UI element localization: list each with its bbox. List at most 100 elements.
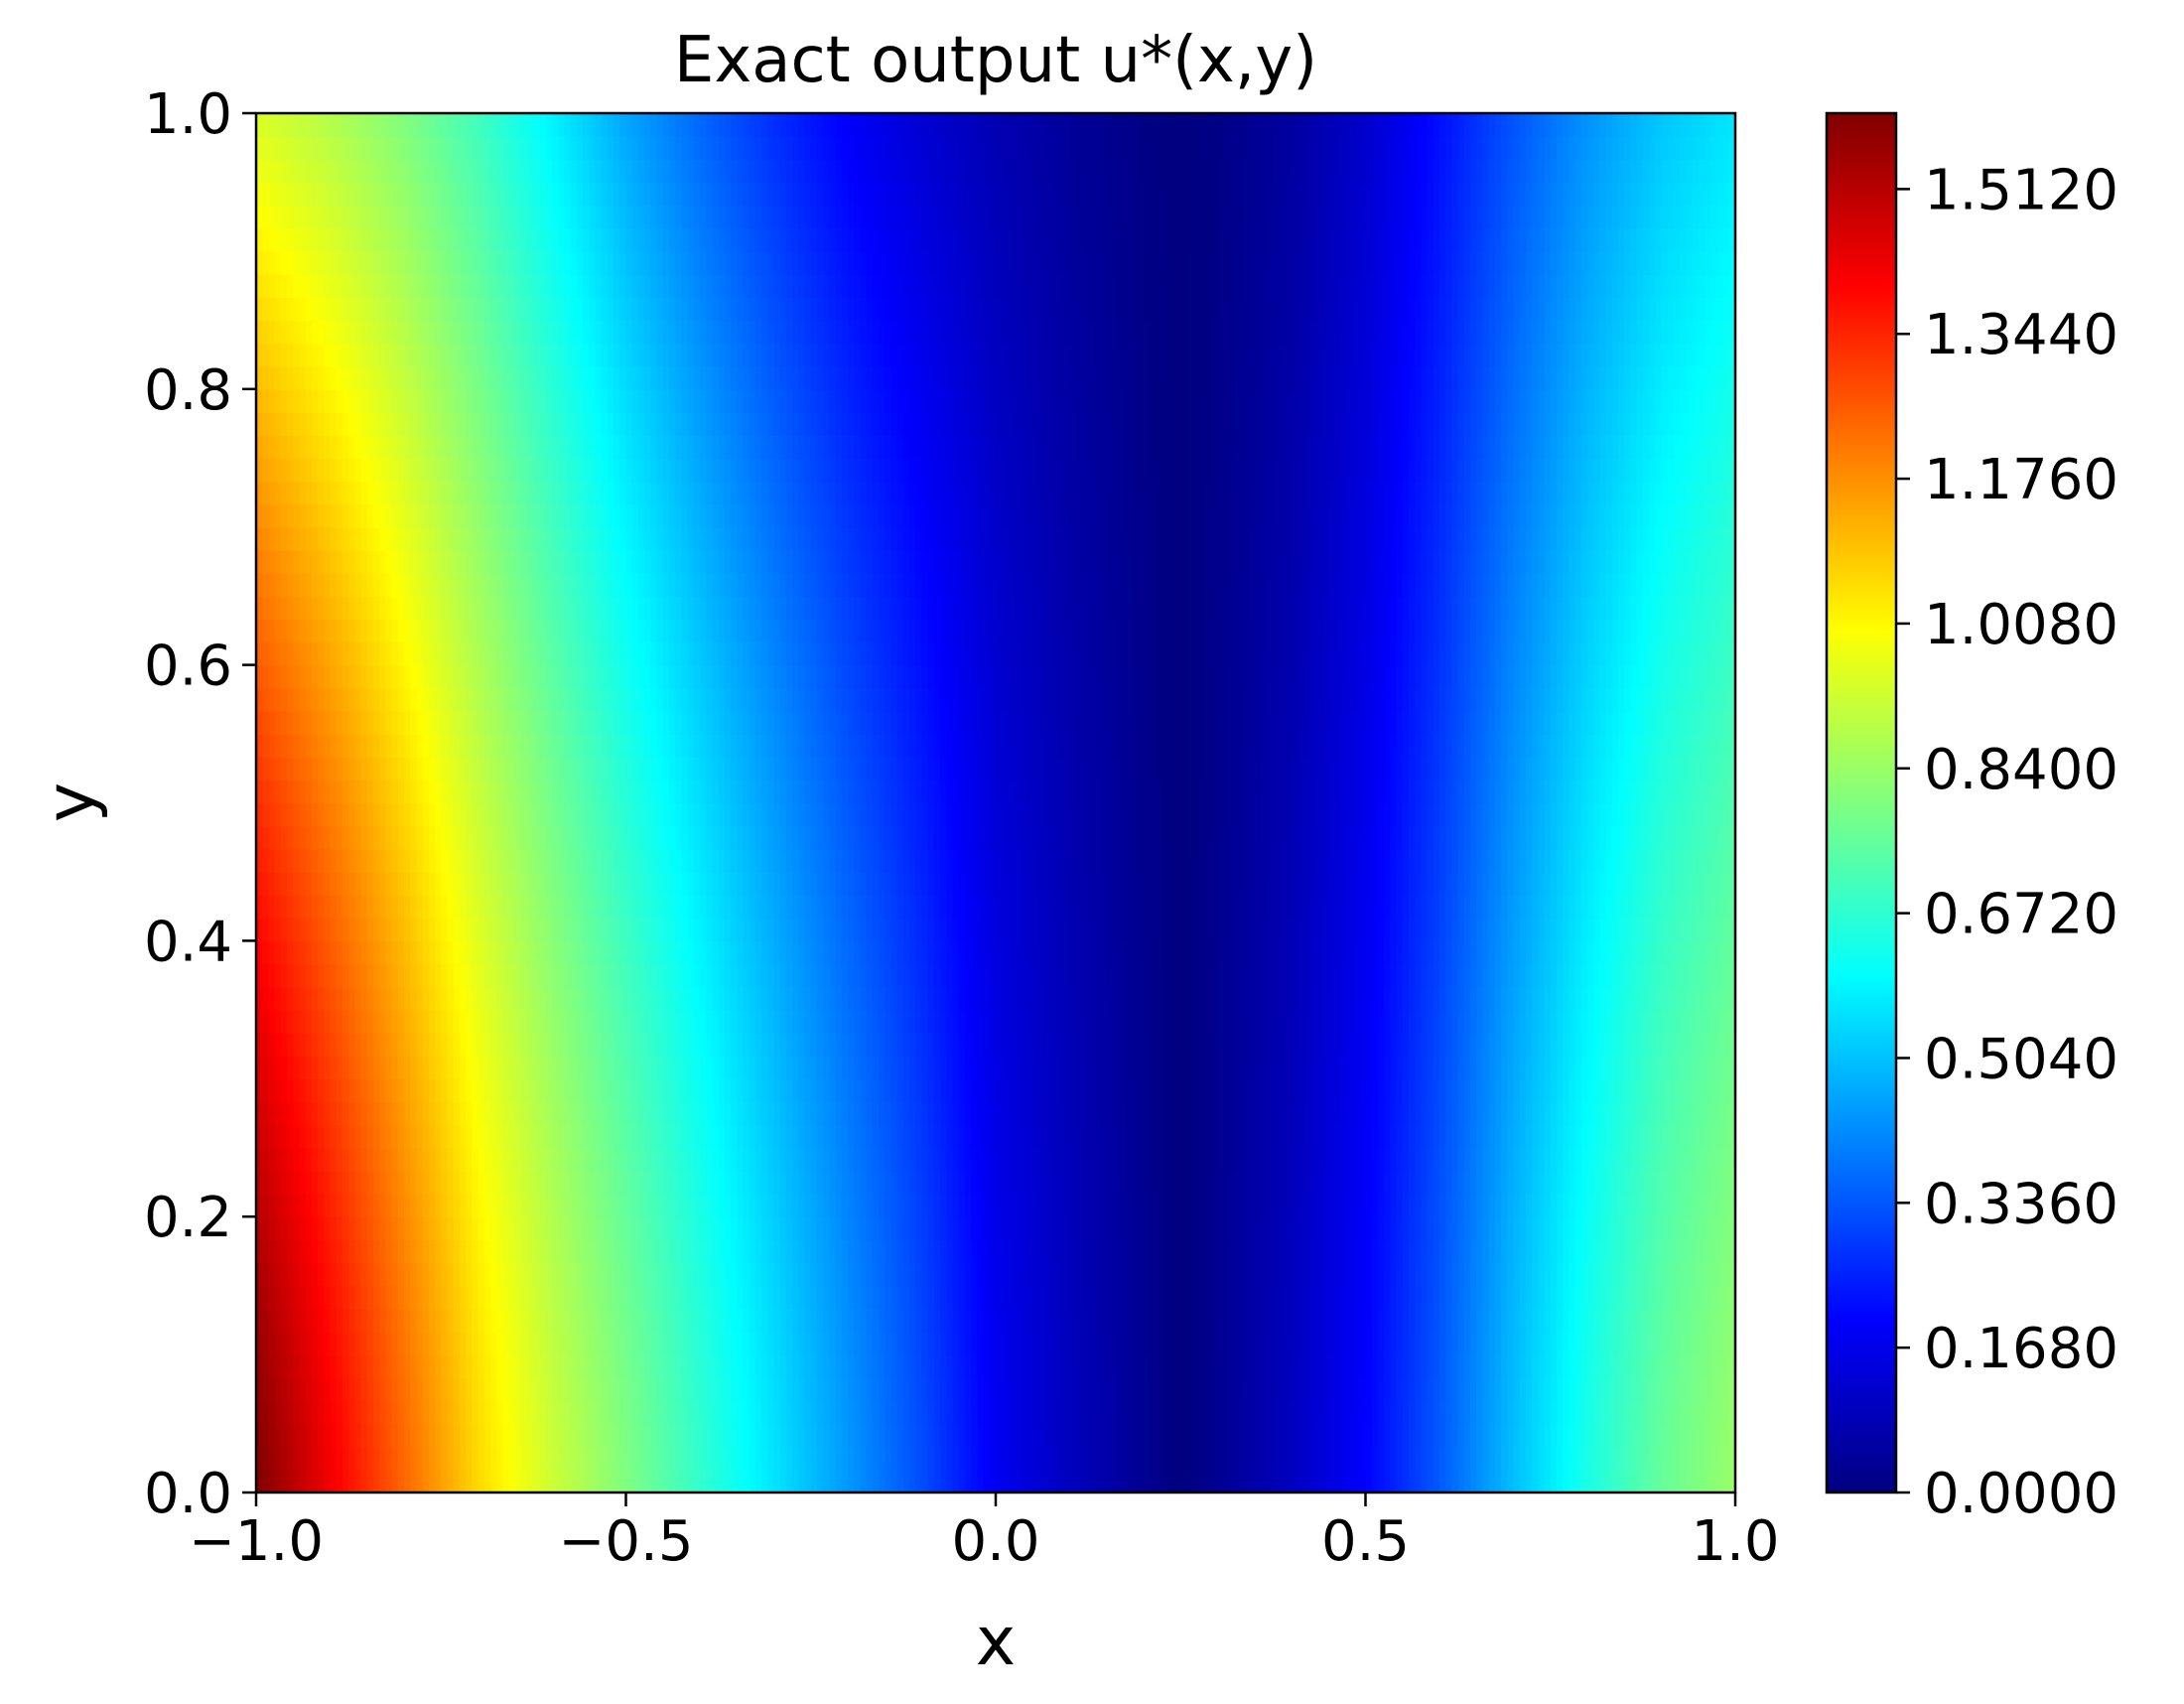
heatmap-cell (675, 1446, 683, 1471)
heatmap-cell (1556, 1194, 1564, 1217)
heatmap-cell (1550, 1170, 1558, 1195)
heatmap-cell (1315, 1194, 1323, 1217)
heatmap-cell (996, 1446, 1004, 1471)
heatmap-cell (724, 1377, 732, 1402)
heatmap-cell (1125, 1285, 1133, 1310)
heatmap-cell (607, 1331, 614, 1355)
heatmap-cell (1088, 1400, 1096, 1425)
heatmap-cell (879, 1308, 887, 1333)
heatmap-cell (1254, 1285, 1262, 1310)
heatmap-cell (589, 1009, 597, 1034)
heatmap-cell (1421, 1400, 1429, 1425)
heatmap-cell (1463, 1377, 1471, 1402)
heatmap-cell (1008, 1101, 1016, 1126)
heatmap-cell (1457, 1078, 1465, 1103)
heatmap-cell (1371, 1285, 1379, 1310)
heatmap-cell (1618, 1285, 1626, 1310)
heatmap-cell (816, 1216, 824, 1241)
heatmap-cell (804, 1423, 812, 1448)
heatmap-cell (700, 1033, 708, 1057)
heatmap-cell (927, 1056, 935, 1080)
heatmap-cell (1494, 1285, 1502, 1310)
heatmap-cell (1044, 1285, 1052, 1310)
heatmap-cell (1223, 1009, 1231, 1034)
heatmap-cell (379, 1331, 387, 1355)
heatmap-cell (996, 1377, 1004, 1402)
heatmap-cell (1482, 1056, 1490, 1080)
heatmap-cell (712, 1354, 720, 1379)
heatmap-cell (737, 1216, 745, 1241)
heatmap-cell (1057, 1285, 1065, 1310)
heatmap-cell (1587, 1423, 1595, 1448)
heatmap-cell (1119, 1009, 1127, 1034)
heatmap-cell (1692, 1101, 1700, 1126)
heatmap-cell (1513, 1308, 1521, 1333)
heatmap-cell (996, 1194, 1004, 1217)
heatmap-cell (1340, 1239, 1348, 1264)
heatmap-cell (472, 1331, 479, 1355)
heatmap-cell (1205, 1446, 1213, 1471)
heatmap-cell (466, 1078, 474, 1103)
heatmap-cell (1476, 1400, 1484, 1425)
heatmap-cell (1710, 1285, 1718, 1310)
heatmap-cell (1574, 1239, 1582, 1264)
heatmap-cell (1556, 1469, 1564, 1493)
heatmap-cell (1309, 1331, 1317, 1355)
heatmap-cell (1427, 1033, 1434, 1057)
heatmap-cell (1433, 1170, 1440, 1195)
heatmap-cell (583, 1285, 591, 1310)
heatmap-cell (1106, 1469, 1114, 1493)
heatmap-cell (1014, 1147, 1022, 1172)
heatmap-cell (909, 1194, 917, 1217)
heatmap-cell (1661, 1446, 1669, 1471)
heatmap-cell (1069, 1308, 1077, 1333)
heatmap-cell (280, 1239, 288, 1264)
heatmap-cell (989, 1331, 997, 1355)
heatmap-cell (1624, 1331, 1632, 1355)
heatmap-cell (489, 1147, 497, 1172)
heatmap-cell (1716, 1400, 1724, 1425)
heatmap-cell (662, 1147, 670, 1172)
heatmap-cell (360, 1056, 368, 1080)
heatmap-cell (1050, 1056, 1058, 1080)
heatmap-cell (1384, 1009, 1392, 1034)
heatmap-cell (1014, 1423, 1022, 1448)
heatmap-cell (749, 1101, 756, 1126)
heatmap-cell (841, 1101, 849, 1126)
heatmap-cell (1144, 1285, 1152, 1310)
heatmap-cell (1525, 1124, 1533, 1149)
heatmap-cell (1315, 1446, 1323, 1471)
heatmap-cell (533, 1078, 541, 1103)
heatmap-cell (1125, 1056, 1133, 1080)
heatmap-cell (1026, 1377, 1034, 1402)
heatmap-cell (545, 1446, 553, 1471)
heatmap-cell (1248, 1170, 1256, 1195)
heatmap-cell (996, 1101, 1004, 1126)
heatmap-cell (1008, 1285, 1016, 1310)
heatmap-cell (558, 1056, 566, 1080)
heatmap-cell (927, 1009, 935, 1034)
heatmap-cell (1248, 1009, 1256, 1034)
heatmap-cell (545, 1239, 553, 1264)
heatmap-cell (1106, 1285, 1114, 1310)
heatmap-cell (1686, 1446, 1694, 1471)
heatmap-cell (354, 1285, 362, 1310)
heatmap-cell (921, 1354, 929, 1379)
heatmap-cell (1297, 1308, 1305, 1333)
heatmap-cell (576, 1354, 584, 1379)
heatmap-cell (1150, 1239, 1158, 1264)
heatmap-cell (909, 1469, 917, 1493)
heatmap-cell (1433, 1331, 1440, 1355)
heatmap-cell (1686, 1033, 1694, 1057)
heatmap-cell (496, 1194, 504, 1217)
heatmap-cell (360, 1377, 368, 1402)
heatmap-cell (1649, 1308, 1657, 1333)
heatmap-cell (1427, 1124, 1434, 1149)
heatmap-cell (983, 1262, 991, 1287)
heatmap-cell (1340, 1009, 1348, 1034)
heatmap-cell (607, 1285, 614, 1310)
heatmap-cell (1710, 1308, 1718, 1333)
heatmap-cell (1618, 1124, 1626, 1149)
heatmap-cell (964, 1400, 972, 1425)
heatmap-cell (896, 1377, 904, 1402)
